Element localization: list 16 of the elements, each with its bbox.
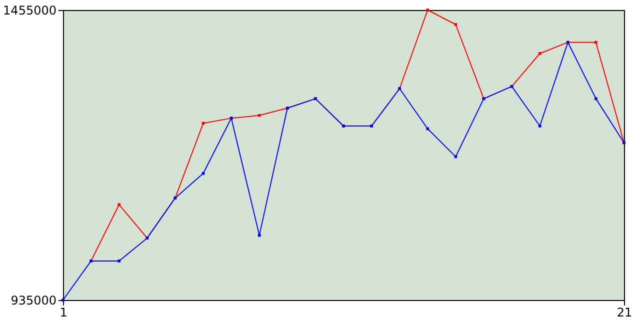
point (202, 172, 205, 175)
point (454, 23, 458, 26)
point (594, 97, 598, 100)
point (538, 124, 542, 128)
point (118, 203, 121, 206)
point (426, 127, 430, 130)
y-tick-label: 1455000 (3, 4, 56, 18)
y-tick-label: 935000 (10, 294, 56, 308)
point (538, 52, 542, 55)
point (426, 8, 430, 12)
point (62, 298, 64, 302)
x-tick-label: 1 (60, 306, 68, 320)
point (258, 234, 261, 237)
point (258, 114, 261, 117)
x-tick-label: 21 (616, 306, 632, 320)
point (594, 40, 598, 44)
